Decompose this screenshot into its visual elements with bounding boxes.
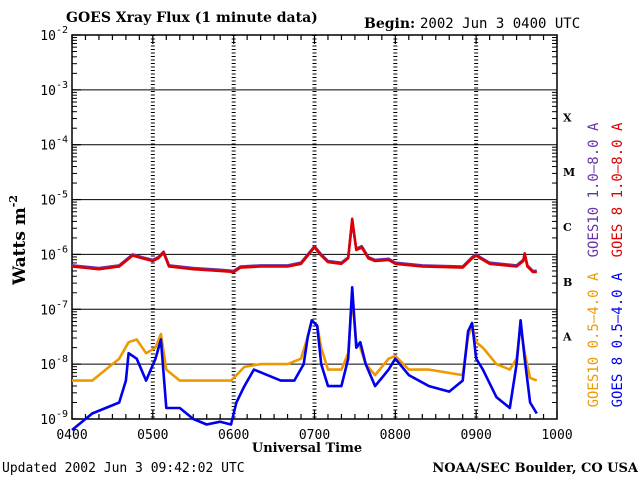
y-tick-label: 10-8 bbox=[40, 354, 68, 373]
y-tick-base: 10 bbox=[40, 248, 56, 263]
y-tick-base: 10 bbox=[40, 303, 56, 318]
x-tick-label: 0400 bbox=[56, 428, 87, 443]
flare-class-X: X bbox=[563, 111, 572, 124]
y-tick-label: 10-5 bbox=[40, 190, 68, 209]
hour-dashes bbox=[150, 35, 479, 419]
y-tick-exponent: -5 bbox=[56, 190, 68, 201]
flare-class-C: C bbox=[563, 221, 572, 234]
updated-text: Updated 2002 Jun 3 09:42:02 UTC bbox=[2, 461, 245, 476]
x-tick-labels: 0400 0500 0600 0700 0800 0900 1000 bbox=[56, 428, 572, 443]
legend-label: GOES 8 0.5–4.0 A bbox=[610, 272, 626, 407]
x-tick-label: 0900 bbox=[461, 428, 492, 443]
flare-class-A: A bbox=[562, 331, 572, 344]
y-tick-label: 10-9 bbox=[40, 409, 68, 428]
y-tick-label: 10-4 bbox=[40, 135, 68, 154]
y-axis-label: Watts m-2 bbox=[7, 195, 30, 286]
begin-value: 2002 Jun 3 0400 UTC bbox=[420, 16, 580, 32]
series-goes10_short bbox=[72, 297, 538, 382]
legend-entry-goes10_short: GOES10 0.5–4.0 A bbox=[586, 272, 602, 407]
legend-entry-goes8_long: GOES 8 1.0–8.0 A bbox=[610, 122, 626, 257]
chart-title: GOES Xray Flux (1 minute data) bbox=[66, 10, 318, 26]
series-goes8_long bbox=[71, 217, 537, 274]
flare-class-labels: X M C B A bbox=[562, 111, 575, 343]
y-tick-label: 10-6 bbox=[40, 244, 68, 263]
y-tick-exponent: -9 bbox=[56, 409, 68, 420]
y-tick-label: 10-2 bbox=[40, 25, 68, 44]
y-tick-labels: 10-210-310-410-510-610-710-810-9 bbox=[40, 25, 68, 428]
legend: GOES10 1.0–8.0 A GOES 8 1.0–8.0 A GOES10 0… bbox=[586, 122, 626, 407]
y-tick-label: 10-7 bbox=[40, 299, 68, 318]
y-tick-base: 10 bbox=[40, 413, 56, 428]
y-tick-exponent: -3 bbox=[56, 80, 68, 91]
y-axis-label-text: Watts m bbox=[10, 207, 30, 286]
y-axis-label-group: Watts m-2 bbox=[7, 195, 30, 286]
credit-text: NOAA/SEC Boulder, CO USA bbox=[432, 461, 639, 476]
y-tick-base: 10 bbox=[40, 84, 56, 99]
y-tick-base: 10 bbox=[40, 194, 56, 209]
x-tick-label: 0600 bbox=[218, 428, 249, 443]
y-tick-exponent: -2 bbox=[56, 25, 68, 36]
legend-label: GOES10 0.5–4.0 A bbox=[586, 272, 602, 407]
y-tick-base: 10 bbox=[40, 29, 56, 44]
x-tick-label: 1000 bbox=[541, 428, 572, 443]
x-tick-label: 0700 bbox=[299, 428, 330, 443]
y-tick-exponent: -8 bbox=[56, 354, 68, 365]
y-axis-label-exponent: -2 bbox=[7, 195, 20, 207]
x-tick-label: 0500 bbox=[137, 428, 168, 443]
x-axis-label: Universal Time bbox=[252, 441, 362, 456]
legend-entry-goes8_short: GOES 8 0.5–4.0 A bbox=[610, 272, 626, 407]
y-tick-exponent: -6 bbox=[56, 244, 68, 255]
y-tick-exponent: -7 bbox=[56, 299, 68, 310]
axis-ticks bbox=[71, 34, 558, 420]
series-lines bbox=[71, 217, 538, 432]
legend-entry-goes10_long: GOES10 1.0–8.0 A bbox=[586, 122, 602, 257]
legend-label: GOES10 1.0–8.0 A bbox=[586, 122, 602, 257]
y-tick-exponent: -4 bbox=[56, 135, 68, 146]
legend-label: GOES 8 1.0–8.0 A bbox=[610, 122, 626, 257]
series-goes8_short bbox=[71, 286, 538, 432]
y-tick-label: 10-3 bbox=[40, 80, 68, 99]
y-tick-base: 10 bbox=[40, 358, 56, 373]
flare-class-B: B bbox=[563, 276, 572, 289]
x-tick-label: 0800 bbox=[380, 428, 411, 443]
begin-label: Begin: bbox=[364, 16, 415, 32]
flare-class-M: M bbox=[563, 166, 575, 179]
y-tick-base: 10 bbox=[40, 139, 56, 154]
